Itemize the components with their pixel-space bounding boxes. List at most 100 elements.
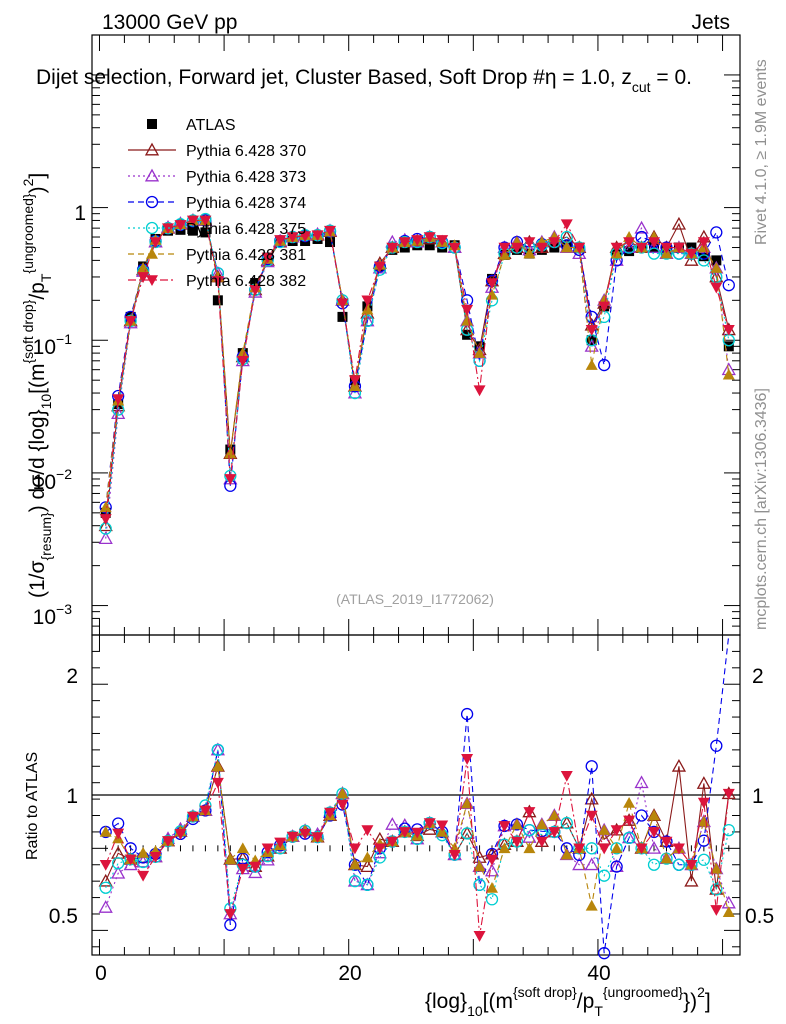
data-point (348, 375, 361, 387)
ratio-point (609, 859, 624, 873)
data-point (685, 248, 698, 260)
data-point (672, 242, 685, 254)
series-line (105, 218, 730, 529)
data-point (311, 230, 324, 242)
ratio-point (559, 815, 574, 829)
data-point (112, 394, 125, 406)
ratio-point (646, 840, 662, 854)
data-point (186, 215, 199, 227)
legend-marker (146, 248, 158, 259)
data-point (698, 251, 709, 262)
ratio-point (99, 859, 112, 871)
x-axis-label-part: }) (683, 990, 697, 1013)
ratio-point (423, 818, 436, 830)
x-ticks (98, 35, 724, 955)
data-point (461, 304, 474, 316)
data-point (423, 232, 436, 244)
data-point (486, 278, 499, 290)
series-line (105, 219, 730, 539)
ratio-point (398, 827, 411, 838)
ratio-point (486, 881, 499, 893)
ratio-point (498, 821, 511, 832)
x-axis-label: {log}10[(m{soft drop}/pT{ungroomed}})2] (425, 984, 711, 1019)
data-point (486, 288, 499, 300)
data-point (124, 316, 137, 327)
ratio-point (510, 836, 523, 848)
ratio-point (473, 931, 486, 942)
legend-marker (145, 195, 159, 209)
data-point (535, 242, 548, 254)
ratio-point (99, 881, 112, 894)
data-point (212, 295, 223, 306)
ratio-point (560, 816, 573, 830)
data-point (573, 242, 586, 254)
data-point (610, 242, 623, 254)
ratio-point (548, 827, 561, 838)
ratio-point (648, 809, 661, 821)
ratio-point (585, 899, 598, 911)
data-point (498, 242, 511, 254)
y-axis-label-part: ] (26, 173, 49, 179)
collision-label: 13000 GeV pp (102, 11, 237, 34)
ratio-point (360, 877, 375, 891)
analysis-watermark: (ATLAS_2019_I1772062) (336, 591, 494, 607)
ytick-0.01-base: 10 (33, 471, 56, 494)
data-point (398, 237, 411, 249)
x-axis-label-part: {log} (425, 990, 467, 1013)
ratio-ytick-label-1-right: 1 (752, 785, 764, 808)
ratio-point (261, 843, 274, 855)
data-point (461, 314, 474, 326)
ratio-point (248, 865, 263, 879)
legend-label: Pythia 6.428 373 (186, 169, 306, 186)
data-point (373, 261, 386, 273)
ratio-point (286, 831, 299, 843)
ratio-point (635, 843, 648, 855)
y-axis-label: (1/σ{resum}) dσ/d {log}10[(m{soft drop}/… (20, 173, 54, 598)
data-point (137, 272, 150, 283)
data-point (709, 269, 724, 283)
data-point (236, 347, 249, 358)
data-point (585, 310, 598, 324)
ratio-point (347, 873, 363, 887)
data-point (261, 252, 274, 264)
data-point (710, 226, 723, 239)
ratio-point (311, 832, 324, 844)
data-point (386, 242, 399, 254)
data-point (299, 231, 312, 243)
ratio-ytick-label-0.5-right: 0.5 (745, 905, 774, 928)
series-6 (99, 215, 735, 525)
ratio-point (484, 863, 500, 877)
ratio-series-group (98, 634, 736, 960)
ytick-label-0.001: 10−3 (33, 601, 73, 629)
ratio-point (621, 830, 637, 844)
ratio-line (105, 634, 730, 954)
data-point (211, 276, 224, 287)
ratio-point (585, 842, 598, 855)
data-point (722, 368, 735, 380)
data-point (274, 235, 287, 246)
ratio-point (697, 853, 711, 866)
y-axis-label-part: 2 (20, 178, 36, 186)
data-point (286, 232, 299, 244)
ratio-point (610, 860, 623, 873)
ytick-label-0.01: 10−2 (33, 466, 73, 494)
y-axis-label-part: T (38, 273, 54, 282)
ratio-point (112, 857, 125, 870)
data-point (647, 247, 661, 260)
legend-marker (146, 275, 158, 286)
ratio-point (585, 810, 598, 822)
data-point (361, 314, 374, 328)
ratio-point (224, 909, 237, 920)
xtick-label-40: 40 (587, 962, 610, 985)
ytick-0.1-exp: −1 (56, 331, 72, 347)
x-axis-label-part: T (594, 1003, 603, 1019)
data-point (200, 227, 211, 238)
data-point (660, 242, 673, 254)
ratio-point (361, 851, 374, 863)
ratio-point (461, 754, 474, 765)
ratio-point (361, 878, 374, 891)
ratio-point (622, 831, 636, 845)
ratio-point (660, 836, 673, 848)
ratio-point (685, 859, 698, 871)
